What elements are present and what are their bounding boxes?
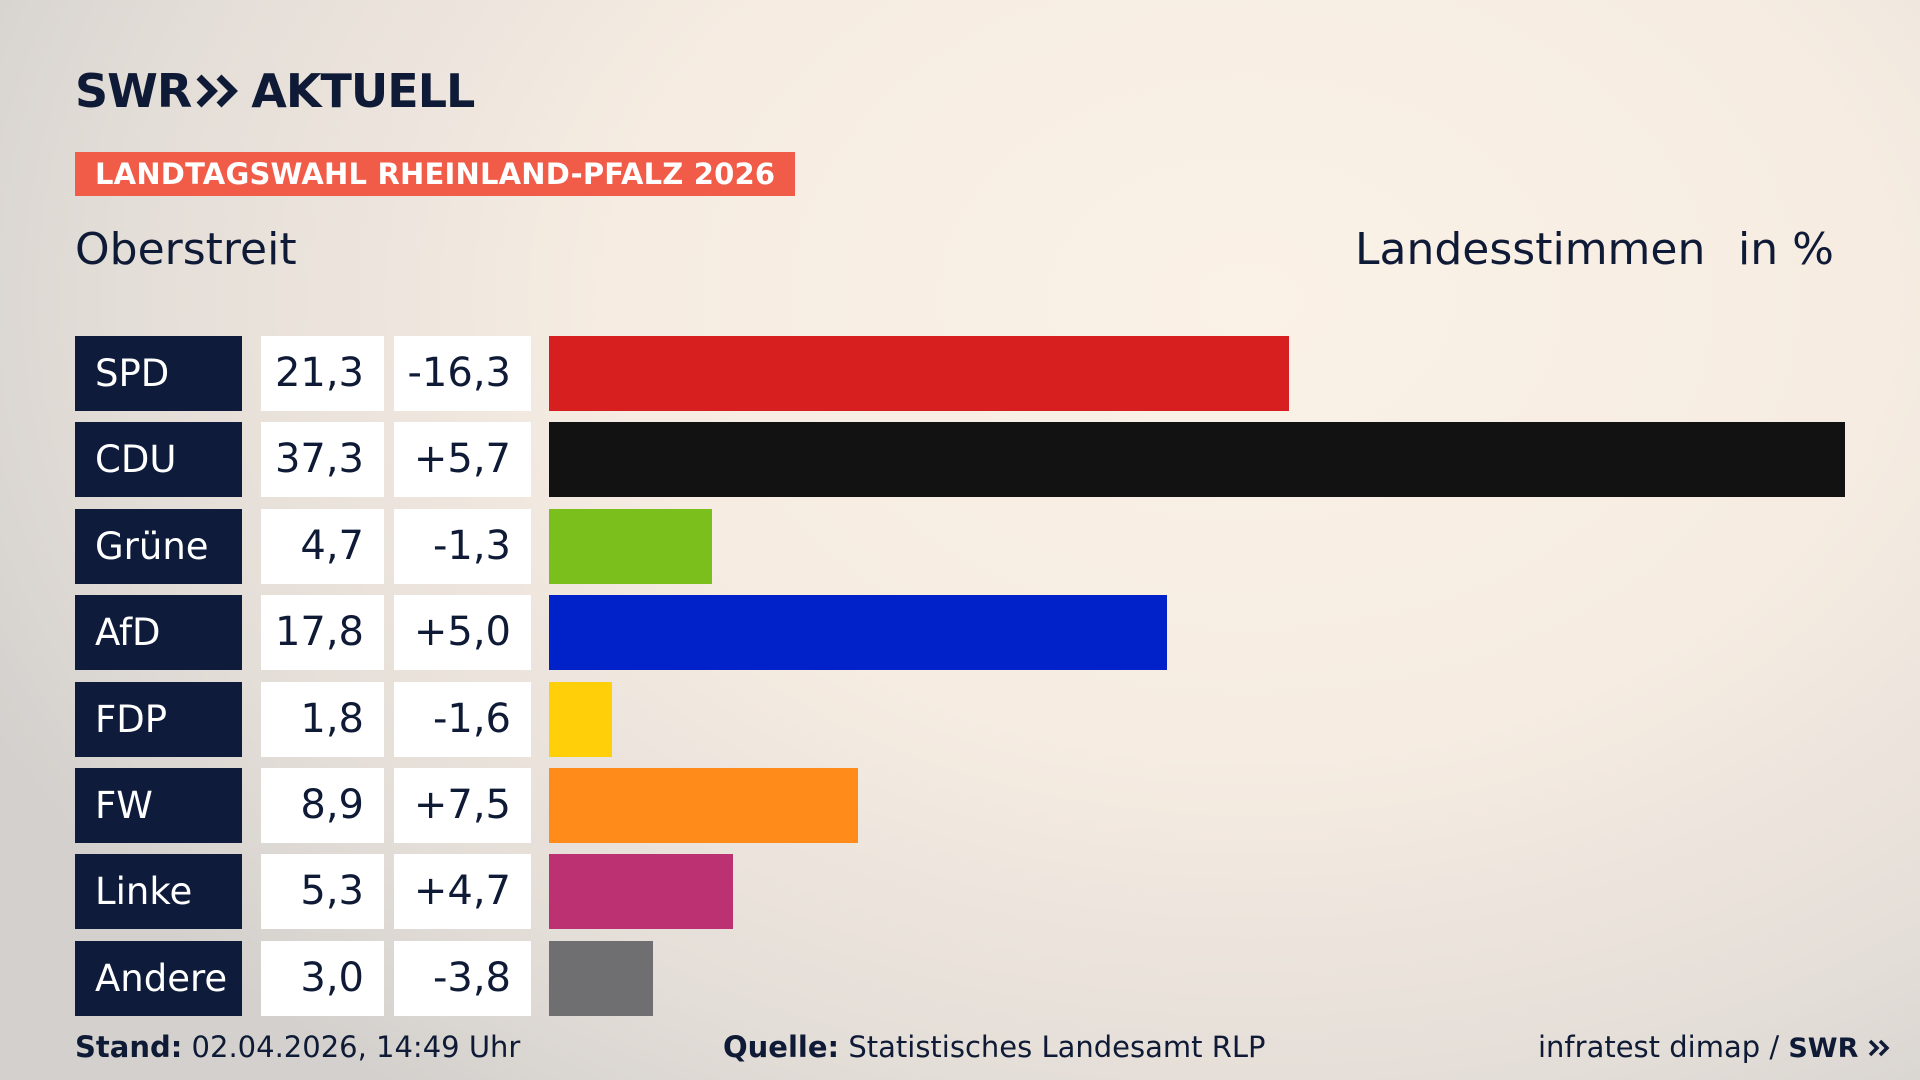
double-chevron-icon <box>196 74 239 108</box>
stand-label: Stand: <box>75 1030 183 1064</box>
party-label: FDP <box>75 681 242 757</box>
vote-share-value: 21,3 <box>261 336 384 411</box>
change-value: -16,3 <box>394 336 531 411</box>
swr-aktuell-logo: SWR AKTUELL <box>75 64 475 118</box>
footer-source: Quelle: Statistisches Landesamt RLP <box>723 1030 1266 1064</box>
election-banner: LANDTAGSWAHL RHEINLAND-PFALZ 2026 <box>75 152 796 196</box>
footer-credit: infratest dimap / SWR <box>1538 1030 1892 1064</box>
vote-share-value: 5,3 <box>261 854 384 930</box>
party-label: AfD <box>75 595 242 671</box>
change-value: -1,3 <box>394 508 531 584</box>
stand-value: 02.04.2026, 14:49 Uhr <box>191 1030 521 1064</box>
vote-share-bar <box>549 336 1290 411</box>
change-value: +4,7 <box>394 854 531 930</box>
credit-swr-logo: SWR <box>1788 1033 1859 1064</box>
vote-share-value: 3,0 <box>261 940 384 1016</box>
logo-aktuell-text: AKTUELL <box>251 64 475 118</box>
double-chevron-small-icon <box>1868 1039 1890 1057</box>
municipality-title: Oberstreit <box>75 224 297 275</box>
vote-share-value: 8,9 <box>261 768 384 843</box>
change-value: +5,7 <box>394 422 531 498</box>
vote-share-bar <box>549 768 859 843</box>
vote-share-value: 17,8 <box>261 595 384 671</box>
change-value: -3,8 <box>394 940 531 1016</box>
vote-share-bar <box>549 940 654 1016</box>
party-label: SPD <box>75 336 242 411</box>
vote-share-bar <box>549 854 734 930</box>
vote-share-bar <box>549 422 1845 498</box>
source-value: Statistisches Landesamt RLP <box>848 1030 1266 1064</box>
party-label: Linke <box>75 854 242 930</box>
vote-share-value: 1,8 <box>261 681 384 757</box>
change-value: -1,6 <box>394 681 531 757</box>
change-value: +5,0 <box>394 595 531 671</box>
vote-share-bar <box>549 508 713 584</box>
party-label: Grüne <box>75 508 242 584</box>
vote-share-bar <box>549 681 612 757</box>
logo-swr-text: SWR <box>75 64 192 118</box>
unit-label: in % <box>1738 224 1834 275</box>
party-label: FW <box>75 768 242 843</box>
vote-share-value: 37,3 <box>261 422 384 498</box>
vote-share-bar <box>549 595 1168 671</box>
measure-label: Landesstimmen <box>1355 224 1706 275</box>
vote-share-value: 4,7 <box>261 508 384 584</box>
party-label: CDU <box>75 422 242 498</box>
footer-stand: Stand: 02.04.2026, 14:49 Uhr <box>75 1030 520 1064</box>
source-label: Quelle: <box>723 1030 840 1064</box>
change-value: +7,5 <box>394 768 531 843</box>
credit-text: infratest dimap / <box>1538 1030 1780 1064</box>
party-label: Andere <box>75 940 242 1016</box>
